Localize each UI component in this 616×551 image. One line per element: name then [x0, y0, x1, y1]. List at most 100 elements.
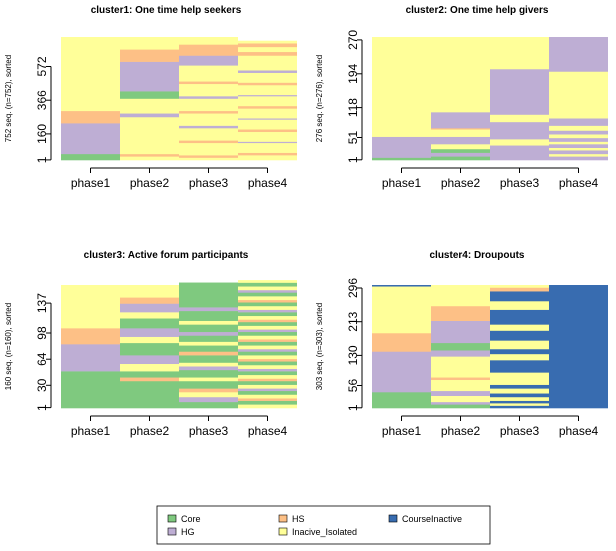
sequence-cell: [179, 388, 238, 393]
sequence-cell: [238, 400, 297, 405]
y-tick-label: 160: [35, 124, 49, 144]
sequence-cell: [179, 396, 238, 403]
panel-3: cluster3: Active forum participants 160 s…: [4, 250, 297, 438]
sequence-cell: [238, 141, 297, 144]
y-tick-label: 296: [346, 278, 360, 298]
sequence-cell: [120, 91, 179, 99]
sequence-cell: [238, 119, 297, 130]
sequence-cell: [120, 336, 179, 344]
sequence-cell: [549, 144, 608, 148]
sequence-cell: [238, 105, 297, 109]
sequence-cell: [238, 289, 297, 293]
sequence-cell: [179, 307, 238, 312]
sequence-cell: [549, 130, 608, 135]
sequence-cell: [120, 371, 179, 378]
sequence-cell: [120, 285, 179, 298]
sequence-cell: [431, 401, 490, 405]
sequence-cell: [238, 335, 297, 340]
sequence-cell: [549, 134, 608, 139]
sequence-cell: [431, 136, 490, 145]
sequence-cell: [431, 285, 490, 307]
sequence-cell: [238, 302, 297, 307]
sequence-cell: [490, 353, 549, 361]
sequence-cell: [179, 65, 238, 82]
sequence-cell: [490, 291, 549, 302]
sequence-cell: [372, 136, 431, 158]
sequence-cell: [179, 37, 238, 45]
sequence-cell: [238, 108, 297, 119]
sequence-cell: [490, 403, 549, 406]
panel-title: cluster1: One time help seekers: [91, 5, 242, 16]
sequence-cell: [61, 328, 120, 345]
sequence-cell: [238, 286, 297, 291]
sequence-cell: [179, 155, 238, 158]
sequence-cell: [431, 390, 490, 396]
x-tick-label: phase3: [500, 176, 540, 190]
sequence-cell: [490, 388, 549, 394]
y-tick-label: 1: [35, 156, 49, 163]
sequence-cell: [61, 153, 120, 161]
x-tick-label: phase2: [130, 424, 170, 438]
sequence-cell: [490, 37, 549, 70]
y-tick-label: 130: [346, 345, 360, 365]
sequence-cell: [549, 125, 608, 131]
sequence-cell: [238, 142, 297, 153]
sequence-cell: [238, 282, 297, 287]
sequence-cell: [120, 37, 179, 50]
x-tick-label: phase2: [441, 424, 481, 438]
panel-title: cluster3: Active forum participants: [84, 250, 249, 261]
sequence-cell: [238, 319, 297, 323]
sequence-cell: [431, 128, 490, 130]
sequence-cell: [490, 139, 549, 146]
sequence-cell: [490, 309, 549, 325]
y-axis-label: 752 seq. (n=752), sorted: [4, 55, 13, 142]
sequence-cell: [179, 345, 238, 352]
sequence-cell: [490, 372, 549, 385]
sequence-cell: [431, 350, 490, 357]
legend-label-hg: HG: [181, 527, 195, 537]
sequence-cell: [549, 141, 608, 145]
sequence-cell: [61, 285, 120, 329]
legend-label-inactive-isolated: Inacive_Isolated: [292, 527, 357, 537]
sequence-cell: [179, 96, 238, 99]
sequence-cell: [179, 351, 238, 356]
sequence-cell: [179, 142, 238, 156]
y-axis-label: 303 seq. (n=303), sorted: [315, 303, 324, 390]
sequence-cell: [238, 351, 297, 356]
sequence-cell: [179, 282, 238, 308]
sequence-cell: [238, 312, 297, 317]
sequence-cell: [238, 299, 297, 303]
sequence-cell: [120, 328, 179, 337]
sequence-cell: [490, 348, 549, 355]
legend-swatch-course-inactive: [388, 514, 398, 523]
sequence-cell: [490, 300, 549, 310]
sequence-cell: [238, 355, 297, 360]
sequence-cell: [238, 341, 297, 346]
sequence-cell: [179, 55, 238, 66]
panel-1: cluster1: One time help seekers 752 seq. …: [4, 5, 297, 190]
sequence-cell: [179, 128, 238, 141]
sequence-cell: [61, 371, 120, 409]
sequence-cell: [238, 348, 297, 352]
sequence-cell: [120, 297, 179, 304]
panel-4: cluster4: Droupouts 303 seq. (n=303), sor…: [315, 250, 608, 438]
sequence-cell: [179, 366, 238, 371]
sequence-cell: [490, 393, 549, 398]
legend-label-core: Core: [181, 514, 201, 524]
sequence-cell: [431, 112, 490, 129]
sequence-cell: [179, 401, 238, 409]
sequence-cell: [238, 292, 297, 297]
sequence-cell: [490, 405, 549, 409]
sequence-cell: [490, 145, 549, 161]
sequence-cell: [238, 155, 297, 161]
y-tick-label: 572: [35, 56, 49, 76]
x-tick-label: phase3: [189, 176, 229, 190]
sequence-cell: [431, 342, 490, 351]
sequence-cell: [490, 340, 549, 350]
y-tick-label: 1: [346, 156, 360, 163]
sequence-cell: [238, 84, 297, 96]
sequence-cell: [238, 364, 297, 369]
sequence-cell: [431, 305, 490, 321]
sequence-cell: [179, 157, 238, 161]
sequence-cell: [179, 324, 238, 333]
